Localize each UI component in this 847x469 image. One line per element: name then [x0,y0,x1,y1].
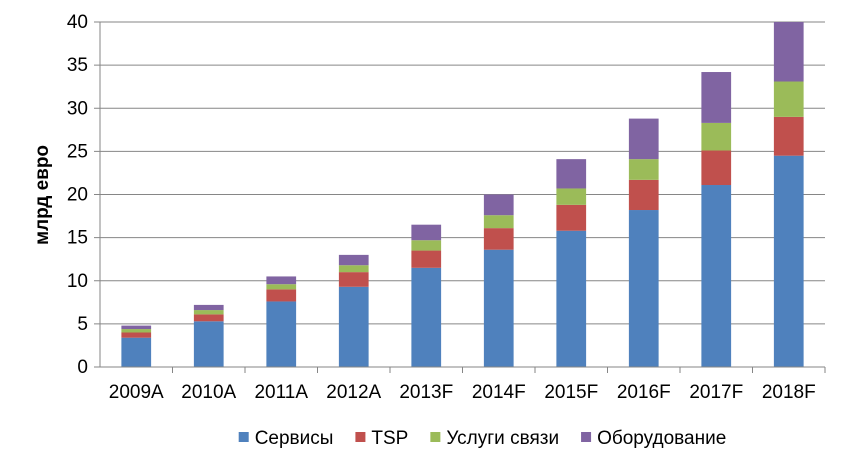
bar-segment [628,118,659,160]
gridlines [100,21,825,325]
bar-segment [266,276,297,285]
y-tick-labels: 0 5 10 15 20 25 30 35 40 [67,12,88,378]
bar-segment [411,240,442,251]
bars [121,22,804,367]
legend-swatch [581,432,592,442]
bar-segment [701,185,732,367]
x-tick-label: 2010A [181,382,236,403]
bar-segment [266,284,297,290]
x-tick-label: 2016F [617,382,671,403]
bar-segment [193,314,224,322]
bar-segment [483,228,514,250]
y-tick-label: 10 [67,271,88,292]
bar-segment [483,215,514,229]
bar-segment [121,325,152,330]
y-tick-label: 5 [77,314,88,335]
y-tick-label: 15 [67,228,88,249]
x-tick-label: 2017F [689,382,743,403]
y-tick-label: 0 [77,357,88,378]
legend-swatch [238,432,249,442]
bar-segment [483,249,514,367]
y-tick-label: 20 [67,185,88,206]
legend-label: Сервисы [255,428,334,449]
bar-segment [773,155,804,367]
y-tick-label: 40 [67,12,88,33]
legend-swatch [430,432,441,442]
bar-segment [411,267,442,367]
x-tick-label: 2009A [109,382,164,403]
x-tick-labels: 2009A 2010A 2011A 2012A 2013F 2014F 2015F 2016F… [109,382,816,403]
bar-segment [773,81,804,117]
legend: Сервисы TSP Услуги связи Оборудование [238,428,726,449]
x-tick-label: 2013F [399,382,453,403]
y-tick-label: 35 [67,55,88,76]
bar-segment [628,179,659,211]
bar-segment [266,289,297,302]
legend-label: Оборудование [597,428,726,449]
bar-segment [701,122,732,151]
bar-segment [556,188,587,205]
y-tick-label: 30 [67,98,88,119]
legend-label: Услуги связи [446,428,559,449]
y-axis-title: млрд евро [32,145,53,245]
bar-segment [338,254,369,266]
x-tick-label: 2012A [326,382,381,403]
bar-segment [121,337,152,367]
x-tick-label: 2014F [472,382,526,403]
bar-segment [556,159,587,189]
bar-segment [121,329,152,333]
bar-segment [266,301,297,367]
bar-segment [338,286,369,367]
bar-segment [411,250,442,268]
bar-segment [773,22,804,82]
y-tick-label: 25 [67,141,88,162]
bar-segment [701,72,732,123]
legend-label: TSP [371,428,408,449]
bar-segment [483,194,514,216]
bar-segment [773,116,804,156]
bar-segment [193,321,224,367]
bar-segment [121,332,152,338]
bar-segment [193,310,224,315]
bar-segment [193,304,224,311]
axes [94,21,826,373]
bar-segment [338,272,369,287]
x-tick-label: 2018F [762,382,816,403]
legend-swatch [355,432,366,442]
x-tick-label: 2011A [254,382,308,403]
bar-segment [338,265,369,273]
bar-segment [628,159,659,180]
bar-segment [628,210,659,367]
bar-segment [411,224,442,241]
x-tick-label: 2015F [544,382,598,403]
bar-segment [556,230,587,367]
bar-segment [556,204,587,231]
bar-segment [701,150,732,186]
